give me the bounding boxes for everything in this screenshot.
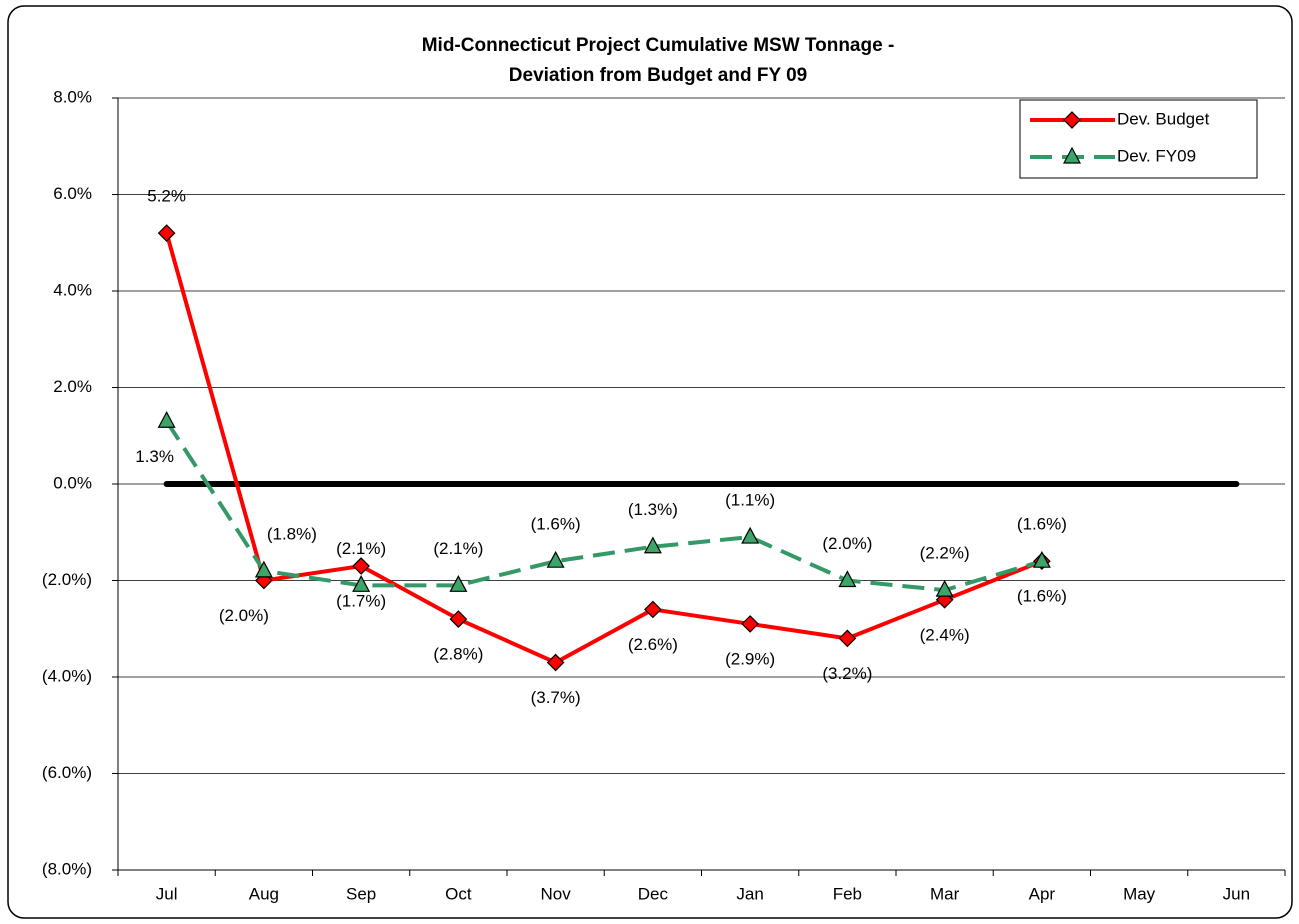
y-tick-label: (8.0%) [42, 859, 92, 878]
data-label: (2.1%) [433, 539, 483, 558]
y-tick-label: 2.0% [53, 377, 92, 396]
x-tick-label: Apr [1029, 884, 1056, 903]
data-label: (2.0%) [822, 534, 872, 553]
data-point [449, 610, 468, 628]
data-point [157, 411, 176, 428]
data-label: (1.6%) [1017, 587, 1067, 606]
x-tick-label: Jun [1223, 884, 1250, 903]
legend-marker [1063, 111, 1081, 129]
data-label: (2.4%) [920, 625, 970, 644]
data-label: (1.8%) [267, 524, 317, 543]
data-label: (3.7%) [531, 688, 581, 707]
legend-box [1019, 99, 1258, 179]
y-tick-label: 6.0% [53, 184, 92, 203]
data-point [352, 575, 371, 592]
x-tick-label: Jan [736, 884, 763, 903]
x-tick-label: Jul [156, 884, 178, 903]
x-tick-label: Aug [249, 884, 279, 903]
x-tick-label: Feb [833, 884, 862, 903]
data-label: (1.1%) [725, 491, 775, 510]
chart-title: Mid-Connecticut Project Cumulative MSW T… [422, 35, 895, 56]
data-label: (2.1%) [336, 539, 386, 558]
data-label: (2.8%) [433, 645, 483, 664]
data-point [1032, 550, 1051, 568]
legend-label: Dev. Budget [1117, 109, 1210, 128]
x-tick-label: Sep [346, 884, 376, 903]
y-tick-label: 8.0% [53, 87, 92, 106]
series-line [164, 232, 1043, 665]
data-point [449, 575, 468, 592]
data-label: (1.6%) [531, 515, 581, 534]
data-label: (2.0%) [219, 606, 269, 625]
y-tick-label: 4.0% [53, 280, 92, 299]
data-point [643, 536, 662, 554]
data-point [838, 570, 857, 588]
y-tick-label: (6.0%) [42, 763, 92, 782]
data-label: (2.6%) [628, 635, 678, 654]
data-point [935, 579, 954, 597]
chart-title: Deviation from Budget and FY 09 [509, 65, 807, 86]
legend-marker [1063, 146, 1081, 164]
x-tick-label: Mar [930, 884, 960, 903]
y-tick-label: (4.0%) [42, 666, 92, 685]
data-point [157, 224, 176, 242]
y-tick-label: 0.0% [53, 473, 92, 492]
data-label: (3.2%) [822, 664, 872, 683]
data-label: 5.2% [147, 187, 186, 206]
data-label: (1.6%) [1017, 515, 1067, 534]
data-point [644, 600, 662, 619]
chart-border [7, 5, 1293, 919]
data-point [546, 653, 565, 672]
data-point [741, 615, 759, 633]
legend-label: Dev. FY09 [1117, 146, 1196, 165]
data-point [838, 629, 857, 648]
x-tick-label: Nov [541, 884, 572, 903]
data-point [254, 560, 273, 578]
data-label: (2.9%) [725, 649, 775, 668]
data-label: (1.7%) [336, 592, 386, 611]
data-label: (1.3%) [628, 500, 678, 519]
x-tick-label: Oct [445, 884, 472, 903]
data-label: 1.3% [135, 447, 174, 466]
data-label: (2.2%) [920, 544, 970, 563]
series-line [164, 420, 1043, 593]
y-tick-label: (2.0%) [42, 570, 92, 589]
x-tick-label: May [1123, 884, 1156, 903]
x-tick-label: Dec [638, 884, 669, 903]
data-point [546, 550, 565, 568]
data-point [741, 526, 760, 544]
data-point [352, 557, 370, 575]
